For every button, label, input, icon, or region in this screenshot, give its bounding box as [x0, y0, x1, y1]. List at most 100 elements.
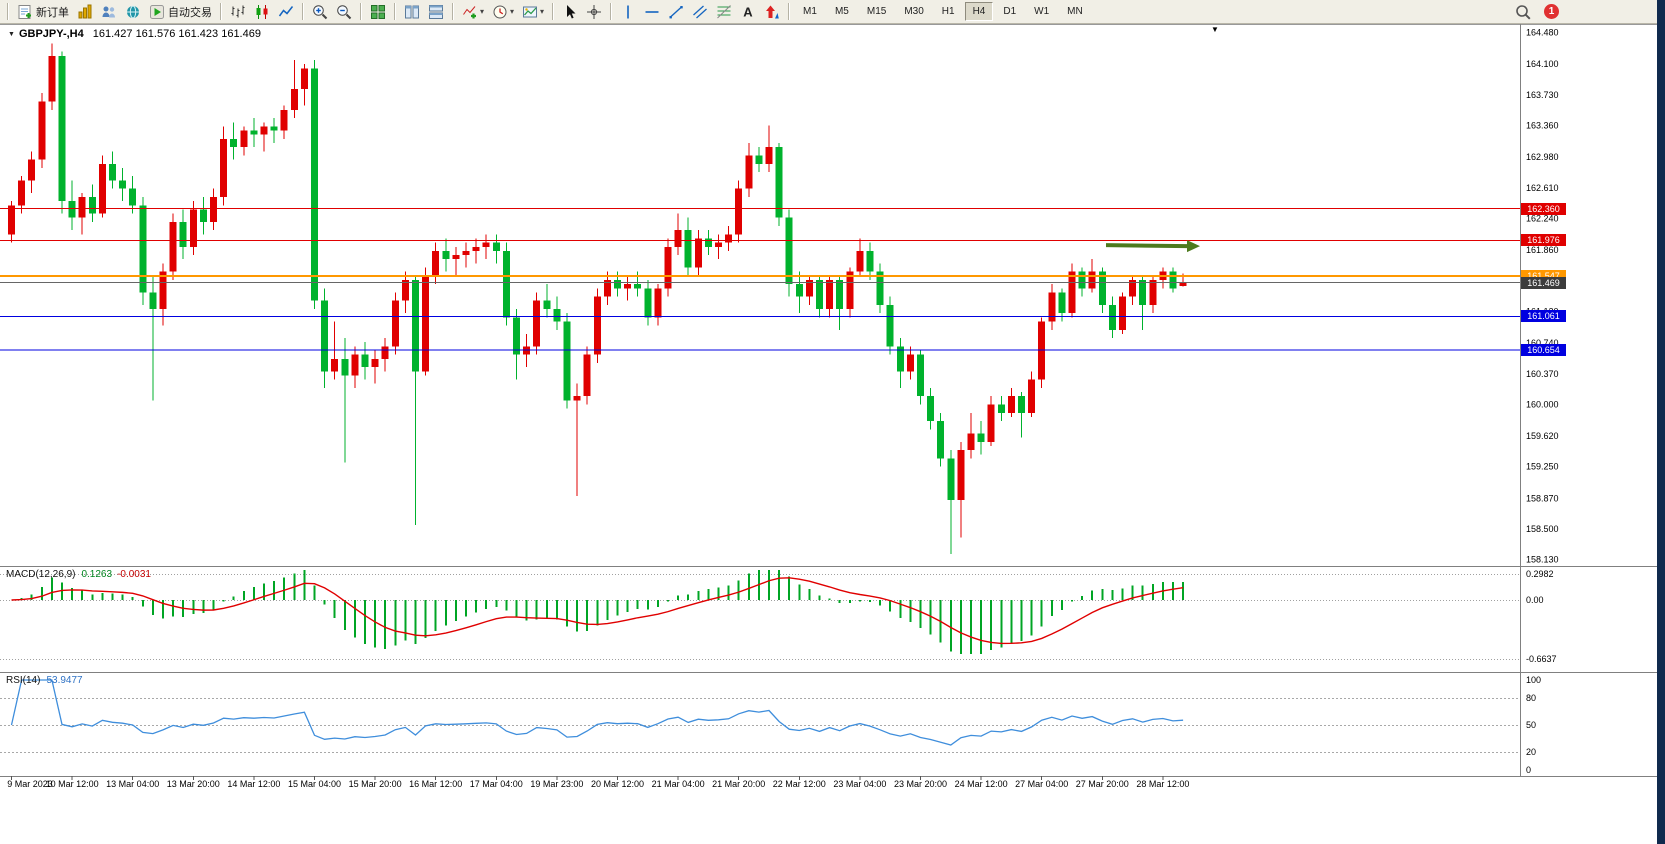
timeframe-m30[interactable]: M30 [904, 6, 924, 17]
profiles-icon [102, 6, 115, 17]
text-button[interactable]: A [737, 1, 759, 23]
zoom-in-button[interactable] [309, 1, 331, 23]
candle-body [1007, 396, 1015, 413]
chart-shift-marker[interactable]: ▼ [1211, 25, 1219, 34]
time-axis-label: 10 Mar 12:00 [46, 779, 99, 789]
timeframe-d1[interactable]: D1 [1003, 6, 1017, 17]
candle-body [230, 138, 238, 148]
rsi-axis-label: 100 [1526, 675, 1541, 685]
hline-price-tag[interactable]: 162.360 [1521, 202, 1566, 215]
line-chart-button[interactable] [275, 1, 297, 23]
chart-canvas[interactable]: 164.480 164.100 163.730 163.360 162.980 162.6… [0, 24, 1665, 790]
macd-axis-label: -0.6637 [1526, 654, 1557, 664]
bar-chart-button[interactable] [227, 1, 249, 23]
toolbar-separator [220, 3, 222, 20]
symbol-text: GBPJPY-,H4 [18, 28, 84, 40]
timeframe-h4[interactable]: H4 [964, 2, 994, 21]
toolbar-separator [7, 3, 9, 20]
timeframe-m1[interactable]: M1 [803, 6, 817, 17]
candle-body [583, 354, 591, 397]
arrows-button[interactable] [761, 1, 783, 23]
candle-body [240, 130, 248, 148]
candle-body [896, 346, 904, 372]
tile-windows-button[interactable] [367, 1, 389, 23]
arrange-v-icon [405, 5, 419, 18]
toolbar-separator [552, 3, 555, 20]
rsi-label: RSI(14) 53.9477 [6, 675, 83, 686]
trend-arrow[interactable] [1106, 240, 1200, 253]
charts-button[interactable] [74, 1, 96, 23]
magnifier-icon [1516, 4, 1531, 20]
fibonacci-button[interactable] [713, 1, 735, 23]
candle-body [220, 138, 228, 197]
search-button[interactable] [1512, 1, 1534, 23]
hline-price-tag[interactable]: 161.976 [1521, 234, 1566, 247]
candle-body [603, 279, 611, 297]
template-icon [523, 6, 538, 17]
candle-body [674, 230, 682, 247]
periods-button[interactable]: ▾ [489, 1, 517, 23]
notification-badge[interactable]: 1 [1544, 4, 1559, 19]
candle-body [775, 147, 783, 218]
price-axis-label: 160.000 [1526, 399, 1559, 409]
autotrade-button[interactable]: 自动交易 [146, 1, 215, 23]
price-axis-label: 160.740 [1526, 338, 1559, 348]
collapse-icon[interactable]: ▼ [8, 31, 15, 38]
candle-body [290, 89, 298, 110]
timeframe-m15[interactable]: M15 [866, 6, 887, 17]
candle-body [593, 296, 601, 355]
price-axis-label: 158.130 [1526, 555, 1559, 565]
candle-body [1018, 396, 1025, 413]
hline-price-tag[interactable]: 160.654 [1521, 344, 1566, 357]
candle-body [573, 396, 581, 401]
new-order-button[interactable]: 新订单 [14, 1, 72, 23]
arrange-horizontal-button[interactable] [425, 1, 447, 23]
candle-body [1108, 304, 1116, 330]
crosshair-button[interactable] [583, 1, 605, 23]
indicators-button[interactable]: ▾ [459, 1, 487, 23]
candles-icon [256, 4, 268, 19]
channel-button[interactable] [689, 1, 711, 23]
rsi-axis-label: 0 [1526, 765, 1531, 775]
hline-price-tag[interactable]: 161.061 [1521, 310, 1566, 323]
candle-body [836, 279, 844, 310]
candle-body [381, 346, 389, 359]
candle-body [694, 238, 702, 268]
toolbar-separator [610, 3, 613, 20]
candle-body [917, 354, 924, 397]
candle-body [432, 250, 440, 276]
templates-button[interactable]: ▾ [519, 1, 547, 23]
cursor-button[interactable] [559, 1, 581, 23]
autotrade-icon [150, 4, 164, 19]
vertical-line-button[interactable] [617, 1, 639, 23]
horizontal-line-button[interactable] [641, 1, 663, 23]
candle-body [1139, 279, 1147, 305]
candle-body [331, 358, 339, 372]
trendline-button[interactable] [665, 1, 687, 23]
profiles-button[interactable] [98, 1, 120, 23]
zoom-in-icon [313, 4, 328, 19]
candle-body [149, 292, 157, 310]
market-watch-button[interactable] [122, 1, 144, 23]
timeframe-w1[interactable]: W1 [1034, 6, 1050, 17]
arrange-vertical-button[interactable] [401, 1, 423, 23]
candle-body [816, 279, 823, 310]
zoom-out-button[interactable] [333, 1, 355, 23]
price-axis-label: 158.500 [1526, 524, 1559, 534]
candle-body [260, 126, 268, 135]
candle-body [341, 358, 349, 376]
chart-title: ▼ GBPJPY-,H4 161.427 161.576 161.423 161.4… [8, 28, 261, 40]
candle-body [189, 209, 197, 247]
timeframe-mn[interactable]: MN [1067, 6, 1083, 17]
timeframe-m5[interactable]: M5 [834, 6, 849, 17]
time-axis-label: 9 Mar 2023 [7, 779, 53, 789]
timeframe-h1[interactable]: H1 [941, 6, 955, 17]
candle-body [1098, 271, 1106, 305]
candlestick-chart-button[interactable] [251, 1, 273, 23]
chevron-down-icon: ▾ [540, 7, 545, 16]
rsi-line [10, 679, 1184, 746]
rsi-value: 53.9477 [46, 675, 83, 686]
hline-icon [645, 10, 659, 13]
toolbar-right: 1 [1511, 1, 1559, 23]
